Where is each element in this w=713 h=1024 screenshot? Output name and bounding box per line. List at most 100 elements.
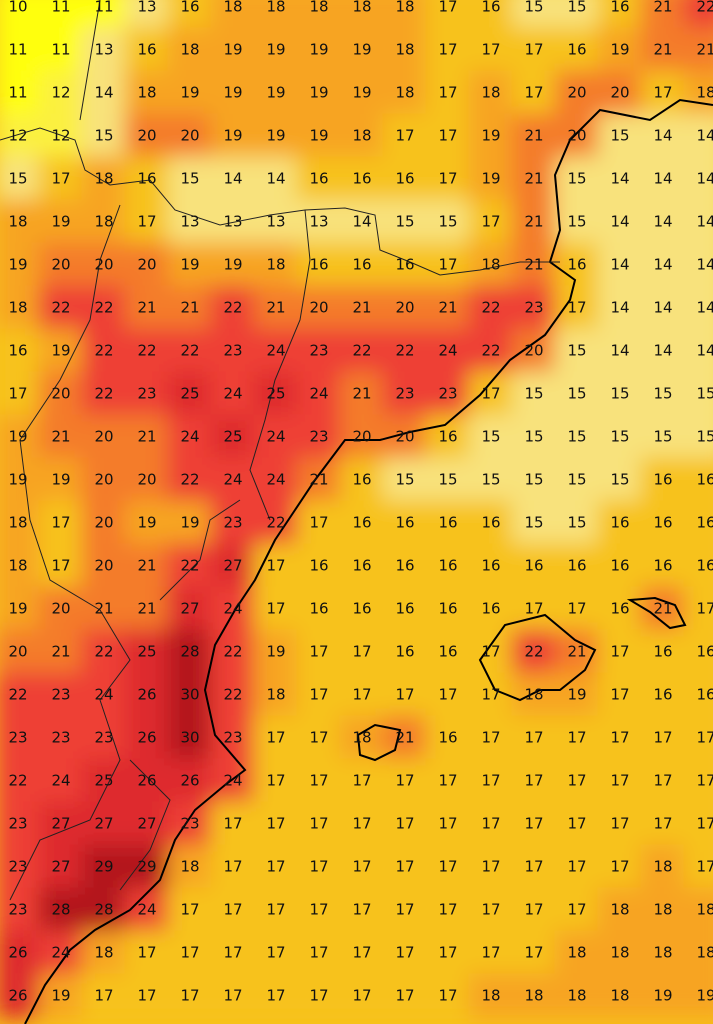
temperature-label: 19	[8, 600, 27, 618]
temperature-label: 15	[696, 385, 713, 403]
temperature-label: 19	[481, 127, 500, 145]
temperature-cell	[339, 844, 385, 890]
temperature-cell	[296, 715, 342, 761]
temperature-label: 11	[8, 41, 27, 59]
temperature-label: 17	[524, 815, 543, 833]
temperature-label: 22	[180, 557, 199, 575]
temperature-cell	[511, 113, 557, 159]
temperature-label: 18	[180, 858, 199, 876]
temperature-cell	[124, 801, 170, 847]
temperature-label: 15	[653, 428, 672, 446]
temperature-cell	[382, 758, 428, 804]
temperature-label: 15	[567, 342, 586, 360]
temperature-label: 17	[266, 772, 285, 790]
temperature-label: 24	[309, 385, 328, 403]
temperature-label: 17	[395, 127, 414, 145]
temperature-cell	[382, 887, 428, 933]
temperature-cell	[683, 844, 713, 890]
region-border	[9, 0, 311, 901]
temperature-cell	[210, 586, 256, 632]
temperature-cell	[640, 801, 686, 847]
temperature-cell	[425, 586, 471, 632]
temperature-cell	[167, 70, 213, 116]
temperature-label: 25	[94, 772, 113, 790]
temperature-cell	[296, 758, 342, 804]
mallorca	[478, 613, 597, 702]
temperature-label: 16	[696, 514, 713, 532]
temperature-cell	[296, 973, 342, 1019]
temperature-label: 17	[438, 686, 457, 704]
temperature-label: 17	[481, 901, 500, 919]
temperature-cell	[0, 887, 41, 933]
temperature-cell	[167, 242, 213, 288]
temperature-label: 16	[481, 514, 500, 532]
temperature-label: 17	[567, 815, 586, 833]
temperature-cell	[210, 371, 256, 417]
temperature-label: 14	[352, 213, 371, 231]
temperature-label: 17	[395, 987, 414, 1005]
temperature-label: 17	[395, 686, 414, 704]
temperature-cell	[0, 285, 41, 331]
temperature-label: 14	[696, 213, 713, 231]
temperature-label: 23	[8, 815, 27, 833]
temperature-cell	[253, 0, 299, 30]
temperature-label: 20	[94, 514, 113, 532]
temperature-cell	[0, 629, 41, 675]
temperature-cell	[124, 500, 170, 546]
temperature-cell	[38, 973, 84, 1019]
temperature-cell	[38, 457, 84, 503]
temperature-label: 16	[610, 0, 629, 16]
temperature-cell	[167, 371, 213, 417]
temperature-cell	[124, 27, 170, 73]
temperature-cell	[597, 156, 643, 202]
temperature-label: 15	[610, 428, 629, 446]
temperature-cell	[511, 758, 557, 804]
temperature-label: 18	[180, 41, 199, 59]
temperature-cell	[167, 199, 213, 245]
temperature-label: 23	[438, 385, 457, 403]
temperature-label: 20	[137, 471, 156, 489]
temperature-cell	[597, 242, 643, 288]
temperature-label: 24	[180, 428, 199, 446]
temperature-label: 14	[653, 256, 672, 274]
temperature-cell	[382, 543, 428, 589]
temperature-cell	[425, 70, 471, 116]
temperature-cell	[597, 113, 643, 159]
temperature-label: 17	[696, 815, 713, 833]
temperature-cell	[640, 500, 686, 546]
temperature-cell	[640, 715, 686, 761]
temperature-cell	[339, 586, 385, 632]
temperature-cell	[382, 328, 428, 374]
temperature-cell	[640, 887, 686, 933]
temperature-cell	[511, 715, 557, 761]
temperature-label: 16	[180, 0, 199, 16]
temperature-cell	[640, 629, 686, 675]
temperature-label: 16	[352, 557, 371, 575]
temperature-label: 19	[266, 84, 285, 102]
temperature-label: 18	[395, 84, 414, 102]
temperature-cell	[425, 242, 471, 288]
temperature-label: 22	[696, 0, 713, 16]
temperature-cell	[511, 156, 557, 202]
temperature-cell	[124, 973, 170, 1019]
temperature-label: 17	[524, 858, 543, 876]
temperature-label: 23	[8, 858, 27, 876]
temperature-label: 18	[524, 686, 543, 704]
temperature-cell	[382, 285, 428, 331]
temperature-cell	[683, 543, 713, 589]
temperature-label: 15	[524, 385, 543, 403]
temperature-label: 15	[567, 170, 586, 188]
temperature-label: 19	[610, 41, 629, 59]
temperature-cell	[425, 887, 471, 933]
temperature-cell	[296, 930, 342, 976]
temperature-label: 16	[8, 342, 27, 360]
temperature-cell	[683, 586, 713, 632]
temperature-cell	[38, 199, 84, 245]
temperature-label: 18	[223, 0, 242, 16]
temperature-cell	[382, 199, 428, 245]
temperature-cell	[0, 242, 41, 288]
temperature-label: 16	[438, 729, 457, 747]
temperature-cell	[425, 543, 471, 589]
temperature-label: 26	[8, 987, 27, 1005]
